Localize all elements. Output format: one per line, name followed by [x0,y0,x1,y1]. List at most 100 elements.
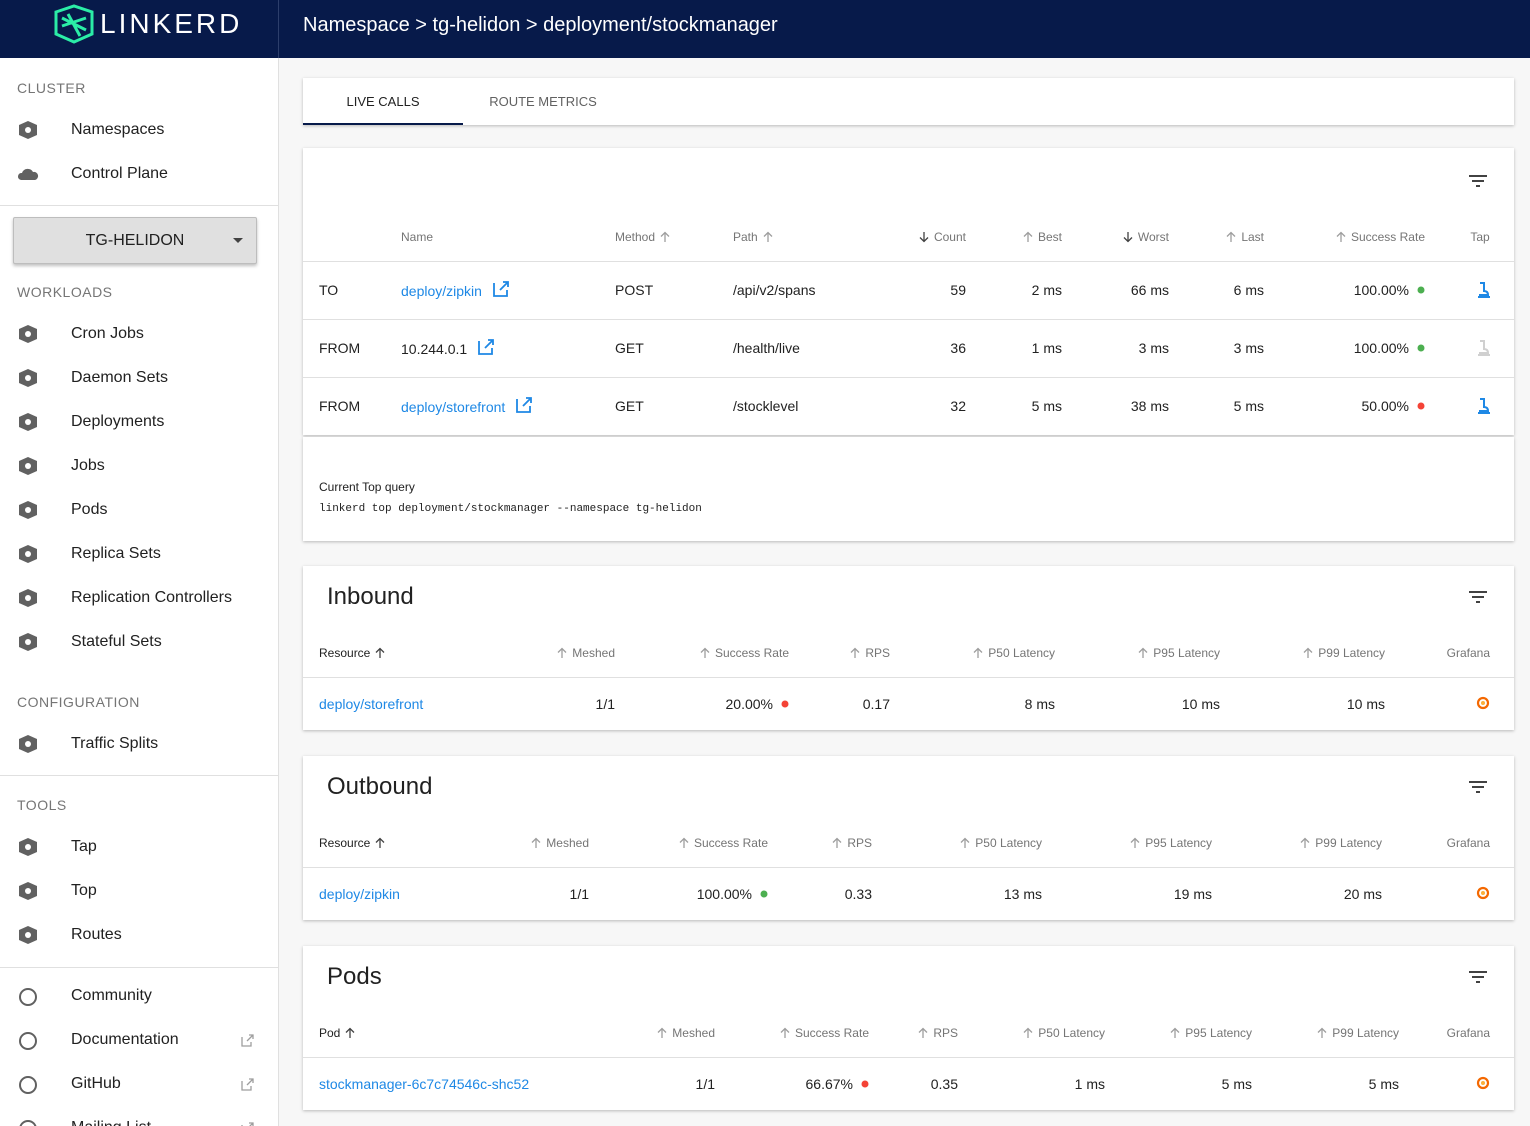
nav-link[interactable]: Community [71,987,152,1004]
namespace-name: TG-HELIDON [85,232,185,249]
filter-icon [1469,175,1487,187]
nav-icon [19,926,37,944]
sort-icon [1123,232,1133,243]
nav-item[interactable]: Control Plane [71,165,168,182]
direction: FROM [319,340,361,356]
cell: 1/1 [595,696,615,712]
tap-icon [1478,398,1490,414]
column-header: Success Rate [1335,230,1425,244]
sort-icon [531,837,541,848]
nav-item[interactable]: Cron Jobs [71,325,144,342]
nav-item[interactable]: Namespaces [71,121,165,138]
nav-item[interactable]: Top [71,882,97,899]
nav-item[interactable]: Daemon Sets [71,369,168,386]
sort-icon [375,837,385,848]
link-icon [19,1032,37,1050]
grafana-icon [1476,1076,1490,1090]
resource-name[interactable]: deploy/zipkin [319,886,400,902]
sort-icon [1303,647,1313,658]
brand-logo [54,4,94,44]
tabs: LIVE CALLS ROUTE METRICS [303,78,1514,125]
cell: 13 ms [1003,886,1042,902]
sort-icon [1336,231,1346,242]
top-bar: LINKERD Namespace > tg-helidon > deploym… [0,0,1530,58]
external-icon [241,1122,254,1126]
cell: 20 ms [1343,886,1382,902]
nav-icon [19,369,37,387]
column-header: P95 Latency [1169,1026,1252,1040]
cell: 38 ms [1130,398,1169,414]
column-header: Worst [1122,230,1169,244]
tab-label: LIVE CALLS [346,94,420,109]
query-card: Current Top query linkerd top deployment… [303,437,1514,541]
sort-icon [1130,837,1140,848]
nav-item[interactable]: Deployments [71,413,165,430]
table-title: Outbound [327,773,433,800]
nav-icon [19,735,37,753]
cell: POST [615,282,654,298]
column-header: RPS [831,836,872,850]
sort-icon [657,1027,667,1038]
tab[interactable]: ROUTE METRICS [463,78,623,125]
divider [0,775,278,776]
nav-link[interactable]: Mailing List [71,1119,151,1126]
nav-section-heading: WORKLOADS [17,284,113,300]
status-dot [1417,286,1425,294]
nav-section-heading: CLUSTER [17,80,86,96]
external-icon [241,1078,254,1091]
column-header: Last [1225,230,1264,244]
column-header: Success Rate [699,646,789,660]
nav-item[interactable]: Jobs [71,457,105,474]
nav-item[interactable]: Stateful Sets [71,633,162,650]
nav-item[interactable]: Pods [71,501,108,518]
cell: 6 ms [1233,282,1264,298]
cell: 10 ms [1346,696,1385,712]
nav-item[interactable]: Tap [71,838,97,855]
cell: 0.17 [862,696,890,712]
divider [0,967,278,968]
cell: 32 [950,398,966,414]
resource-name[interactable]: deploy/zipkin [401,281,510,299]
resource-name[interactable]: stockmanager-6c7c74546c-shc52 [319,1076,530,1092]
link-icon [19,1120,37,1126]
nav-link[interactable]: GitHub [71,1075,121,1092]
nav-icon [19,325,37,343]
status-dot [861,1080,869,1088]
cell: 36 [950,340,966,356]
brand[interactable]: LINKERD [0,0,279,58]
sort-icon [918,1027,928,1038]
sort-icon [1170,1027,1180,1038]
cell: 59 [950,282,966,298]
sort-icon [660,231,670,242]
nav-item[interactable]: Traffic Splits [71,735,159,752]
cell: 19 ms [1173,886,1212,902]
column-header: Success Rate [779,1026,869,1040]
query-command: linkerd top deployment/stockmanager --na… [319,503,702,515]
namespace-select[interactable]: TG-HELIDON [13,217,257,264]
status-dot [781,700,789,708]
nav-icon [19,633,37,651]
resource-name[interactable]: deploy/storefront [401,397,533,415]
nav-item[interactable]: Replication Controllers [71,589,232,606]
cell: /health/live [733,340,800,356]
external-link-icon [493,281,509,297]
sort-icon [345,1027,355,1038]
sort-icon [780,1027,790,1038]
nav-icon [19,413,37,431]
metrics-table: Inbound Resource Meshed Success Rate RPS P50 … [303,566,1514,730]
resource-name[interactable]: deploy/storefront [319,696,424,712]
direction: FROM [319,398,361,414]
sort-icon [973,647,983,658]
nav-section-heading: CONFIGURATION [17,694,140,710]
filter-icon [1469,971,1487,983]
nav-item[interactable]: Routes [71,926,122,943]
sort-icon [1138,647,1148,658]
table-title: Pods [327,963,382,990]
nav-link[interactable]: Documentation [71,1031,179,1048]
column-header: Grafana [1446,646,1490,660]
nav-item[interactable]: Replica Sets [71,545,161,562]
tab[interactable]: LIVE CALLS [303,78,463,125]
status-dot [760,890,768,898]
cell: /api/v2/spans [733,282,816,298]
